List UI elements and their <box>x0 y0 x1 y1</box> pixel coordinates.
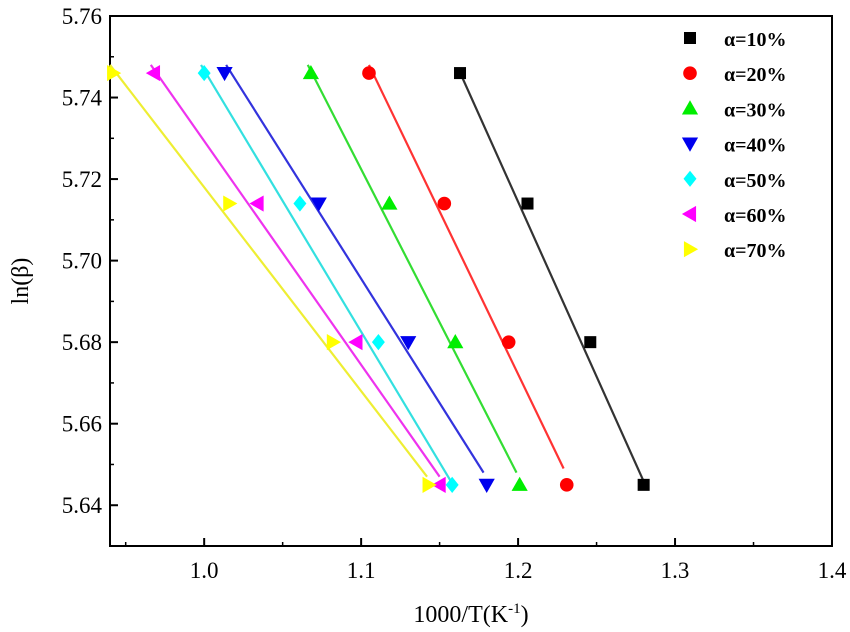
data-point <box>326 334 341 351</box>
data-point <box>437 196 452 211</box>
data-point <box>445 476 459 493</box>
y-tick-label: 5.74 <box>62 86 103 111</box>
data-point <box>454 67 467 80</box>
y-tick-label: 5.68 <box>62 330 102 355</box>
y-axis-title: ln(β) <box>8 258 34 305</box>
x-axis: 1.0 1.1 1.2 1.3 1.4 <box>124 538 847 583</box>
data-point <box>107 64 122 82</box>
data-point <box>422 476 437 493</box>
legend-marker <box>683 241 699 258</box>
data-point <box>447 334 464 349</box>
data-point <box>501 335 516 349</box>
legend-label: α=50% <box>724 170 787 192</box>
x-tick-label: 1.1 <box>347 558 376 583</box>
x-tick-label: 1.3 <box>661 558 690 583</box>
y-axis: 5.64 5.66 5.68 5.70 5.72 5.74 5.76 <box>62 4 118 547</box>
data-point <box>584 336 597 349</box>
x-tick-label: 1.0 <box>190 558 219 583</box>
data-point <box>216 67 233 82</box>
y-tick-label: 5.70 <box>62 249 102 274</box>
y-tick-label: 5.66 <box>62 412 102 437</box>
legend-label: α=10% <box>724 29 787 51</box>
legend-label: α=40% <box>724 135 787 157</box>
fit-line <box>109 64 428 478</box>
data-points <box>107 64 650 493</box>
data-point <box>521 197 534 210</box>
legend-label: α=60% <box>724 205 787 227</box>
data-point <box>371 334 385 351</box>
legend-marker <box>681 205 697 223</box>
fit-line <box>225 64 485 474</box>
y-tick-label: 5.76 <box>62 4 102 29</box>
data-point <box>310 197 327 212</box>
data-point <box>145 64 161 82</box>
legend-label: α=70% <box>724 240 787 262</box>
y-tick-label: 5.64 <box>62 493 103 518</box>
data-point <box>293 195 307 212</box>
fit-lines <box>109 64 647 486</box>
fit-line <box>306 64 518 474</box>
legend-marker <box>681 100 699 115</box>
plot-frame <box>109 15 833 547</box>
legend-marker <box>683 66 697 80</box>
data-point <box>431 476 446 493</box>
legend-marker <box>681 137 699 152</box>
data-point <box>559 478 574 492</box>
fit-line <box>367 64 565 470</box>
data-point <box>511 476 528 491</box>
legend: α=10% α=20% α=30% α=40% α=50% α=60% α=70% <box>681 29 787 262</box>
data-point <box>348 334 363 351</box>
data-point <box>400 336 417 351</box>
legend-label: α=20% <box>724 64 787 86</box>
data-point <box>249 195 264 212</box>
x-axis-title: 1000/T(K-1) <box>413 601 528 628</box>
fit-line <box>200 64 452 482</box>
data-point <box>637 478 650 491</box>
data-point <box>381 195 398 210</box>
data-point <box>223 195 238 212</box>
legend-marker <box>684 32 696 44</box>
legend-marker <box>683 170 697 187</box>
data-point <box>302 64 320 80</box>
data-point <box>362 66 376 80</box>
fit-line <box>457 68 647 486</box>
x-tick-label: 1.2 <box>504 558 533 583</box>
data-point <box>197 64 211 82</box>
legend-label: α=30% <box>724 99 787 121</box>
x-tick-label: 1.4 <box>818 558 847 583</box>
data-point <box>478 478 495 493</box>
fit-line <box>149 64 441 478</box>
y-tick-label: 5.72 <box>62 167 102 192</box>
